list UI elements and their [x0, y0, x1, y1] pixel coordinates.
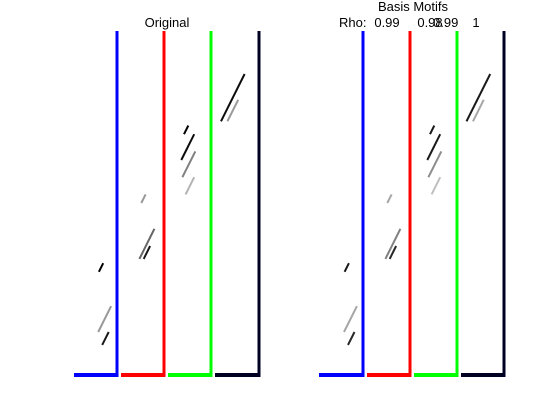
- basis-motifs-title: Basis Motifs: [378, 0, 449, 14]
- rho-label-1: 0.99: [374, 15, 399, 30]
- rho-label-4: 1: [472, 15, 479, 30]
- original-title: Original: [145, 15, 190, 30]
- rho-prefix-label: Rho:: [339, 15, 366, 30]
- rho-label-3: 0.99: [433, 15, 458, 30]
